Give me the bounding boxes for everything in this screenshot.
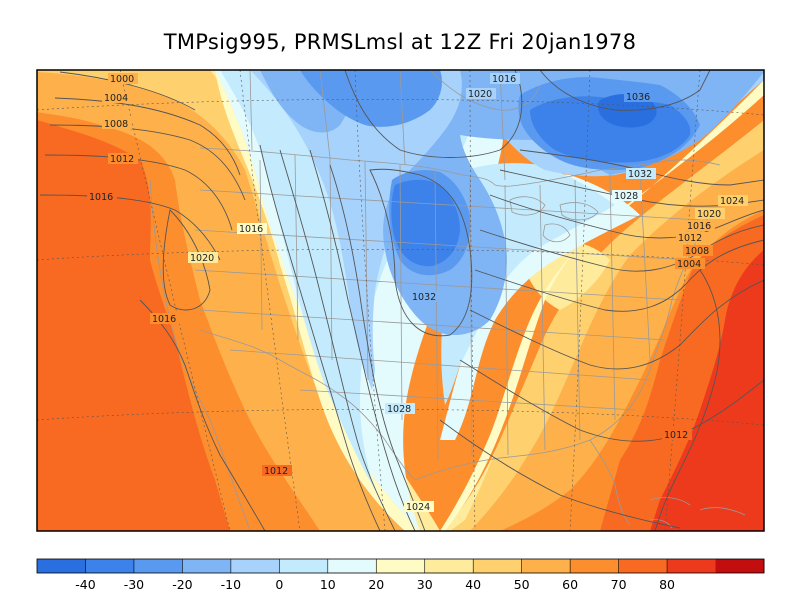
isobar-labels: 1000 1004 1008 1012 1016 1016 1020 1016 <box>87 73 748 513</box>
colorbar-swatch <box>570 559 620 573</box>
colorbar-swatch <box>473 559 523 573</box>
svg-text:1016: 1016 <box>239 224 263 235</box>
colorbar-swatch <box>182 559 232 573</box>
isobar-label: 1004 <box>675 258 705 270</box>
isobar-label: 1024 <box>718 195 748 207</box>
svg-text:1032: 1032 <box>412 292 436 303</box>
isobar-label: 1016 <box>87 191 117 203</box>
colorbar-tick-label: 40 <box>465 577 481 592</box>
isobar-label: 1012 <box>662 429 692 441</box>
isobar-label: 1016 <box>150 313 180 325</box>
isobar-label: 1020 <box>188 252 218 264</box>
temp-band-70-80-east <box>650 250 764 531</box>
svg-text:1012: 1012 <box>678 233 702 244</box>
colorbar-tick-label: 20 <box>368 577 384 592</box>
isobar-label: 1020 <box>695 208 725 220</box>
isobar-label: 1012 <box>262 465 292 477</box>
isobar-label: 1028 <box>385 403 415 415</box>
temp-band-neg10-0 <box>220 70 615 490</box>
colorbar-tick-label: 30 <box>417 577 433 592</box>
svg-text:1008: 1008 <box>685 246 709 257</box>
svg-text:1012: 1012 <box>264 466 288 477</box>
colorbar-swatch <box>279 559 329 573</box>
isobar-label: 1028 <box>612 190 642 202</box>
colorbar-tick-label: 50 <box>514 577 530 592</box>
svg-text:1036: 1036 <box>626 92 650 103</box>
svg-text:1020: 1020 <box>468 89 492 100</box>
colorbar-outline <box>36 558 765 574</box>
isobar-label: 1008 <box>102 118 132 130</box>
svg-text:1012: 1012 <box>664 430 688 441</box>
plot-frame <box>36 69 765 532</box>
svg-text:1004: 1004 <box>677 259 701 270</box>
svg-text:1008: 1008 <box>104 119 128 130</box>
svg-text:1020: 1020 <box>190 253 214 264</box>
svg-text:1000: 1000 <box>110 74 134 85</box>
colorbar-tick-label: 60 <box>562 577 578 592</box>
svg-text:1024: 1024 <box>406 502 430 513</box>
isobar-label: 1012 <box>108 153 138 165</box>
isobar-label: 1000 <box>108 73 138 85</box>
colorbar: -40 -30 -20 -10 0 10 20 30 40 50 60 70 80 <box>36 558 765 592</box>
colorbar-swatch <box>327 559 377 573</box>
temp-band-40-50 <box>37 70 764 531</box>
colorbar-swatch <box>715 559 765 573</box>
temp-band-60-70-west <box>37 120 230 531</box>
colorbar-tick-label: -30 <box>124 577 144 592</box>
svg-text:1016: 1016 <box>492 74 516 85</box>
isobar-label: 1004 <box>102 92 132 104</box>
colorbar-tick-label: -10 <box>221 577 241 592</box>
colorbar-swatch <box>618 559 668 573</box>
svg-text:1016: 1016 <box>89 192 113 203</box>
isobar-label: 1024 <box>404 501 434 513</box>
colorbar-swatch <box>521 559 571 573</box>
isobar-label: 1036 <box>624 91 654 103</box>
isobar-label: 1016 <box>490 73 520 85</box>
colorbar-swatch <box>424 559 474 573</box>
svg-text:1020: 1020 <box>697 209 721 220</box>
colorbar-tick-label: 10 <box>320 577 336 592</box>
temp-band-below-neg40 <box>391 96 691 267</box>
lat-lon-grid <box>37 70 764 531</box>
isobar-label: 1032 <box>626 168 656 180</box>
colorbar-tick-label: 0 <box>275 577 283 592</box>
colorbar-tick-label: 80 <box>659 577 675 592</box>
svg-text:1004: 1004 <box>104 93 128 104</box>
isobar-label: 1016 <box>237 223 267 235</box>
colorbar-tick-label: 70 <box>611 577 627 592</box>
colorbar-tick-label: -40 <box>75 577 95 592</box>
svg-text:1016: 1016 <box>152 314 176 325</box>
colorbar-swatch <box>667 559 717 573</box>
svg-text:1024: 1024 <box>720 196 744 207</box>
temperature-field <box>37 70 764 531</box>
svg-text:1028: 1028 <box>387 404 411 415</box>
isobar-label: 1020 <box>466 88 496 100</box>
isobar-label: 1008 <box>683 245 713 257</box>
colorbar-swatch <box>376 559 426 573</box>
isobar-label: 1016 <box>685 220 715 232</box>
map-title: TMPsig995, PRMSLmsl at 12Z Fri 20jan1978 <box>163 30 637 54</box>
colorbar-swatch <box>133 559 183 573</box>
colorbar-tick-label: -20 <box>172 577 192 592</box>
colorbar-swatch <box>230 559 280 573</box>
svg-text:1032: 1032 <box>628 169 652 180</box>
svg-text:1028: 1028 <box>614 191 638 202</box>
colorbar-swatch <box>85 559 135 573</box>
isobar-label: 1012 <box>676 232 706 244</box>
svg-text:1016: 1016 <box>687 221 711 232</box>
svg-text:1012: 1012 <box>110 154 134 165</box>
colorbar-swatch <box>37 559 86 573</box>
isobar-label: 1032 <box>410 291 440 303</box>
